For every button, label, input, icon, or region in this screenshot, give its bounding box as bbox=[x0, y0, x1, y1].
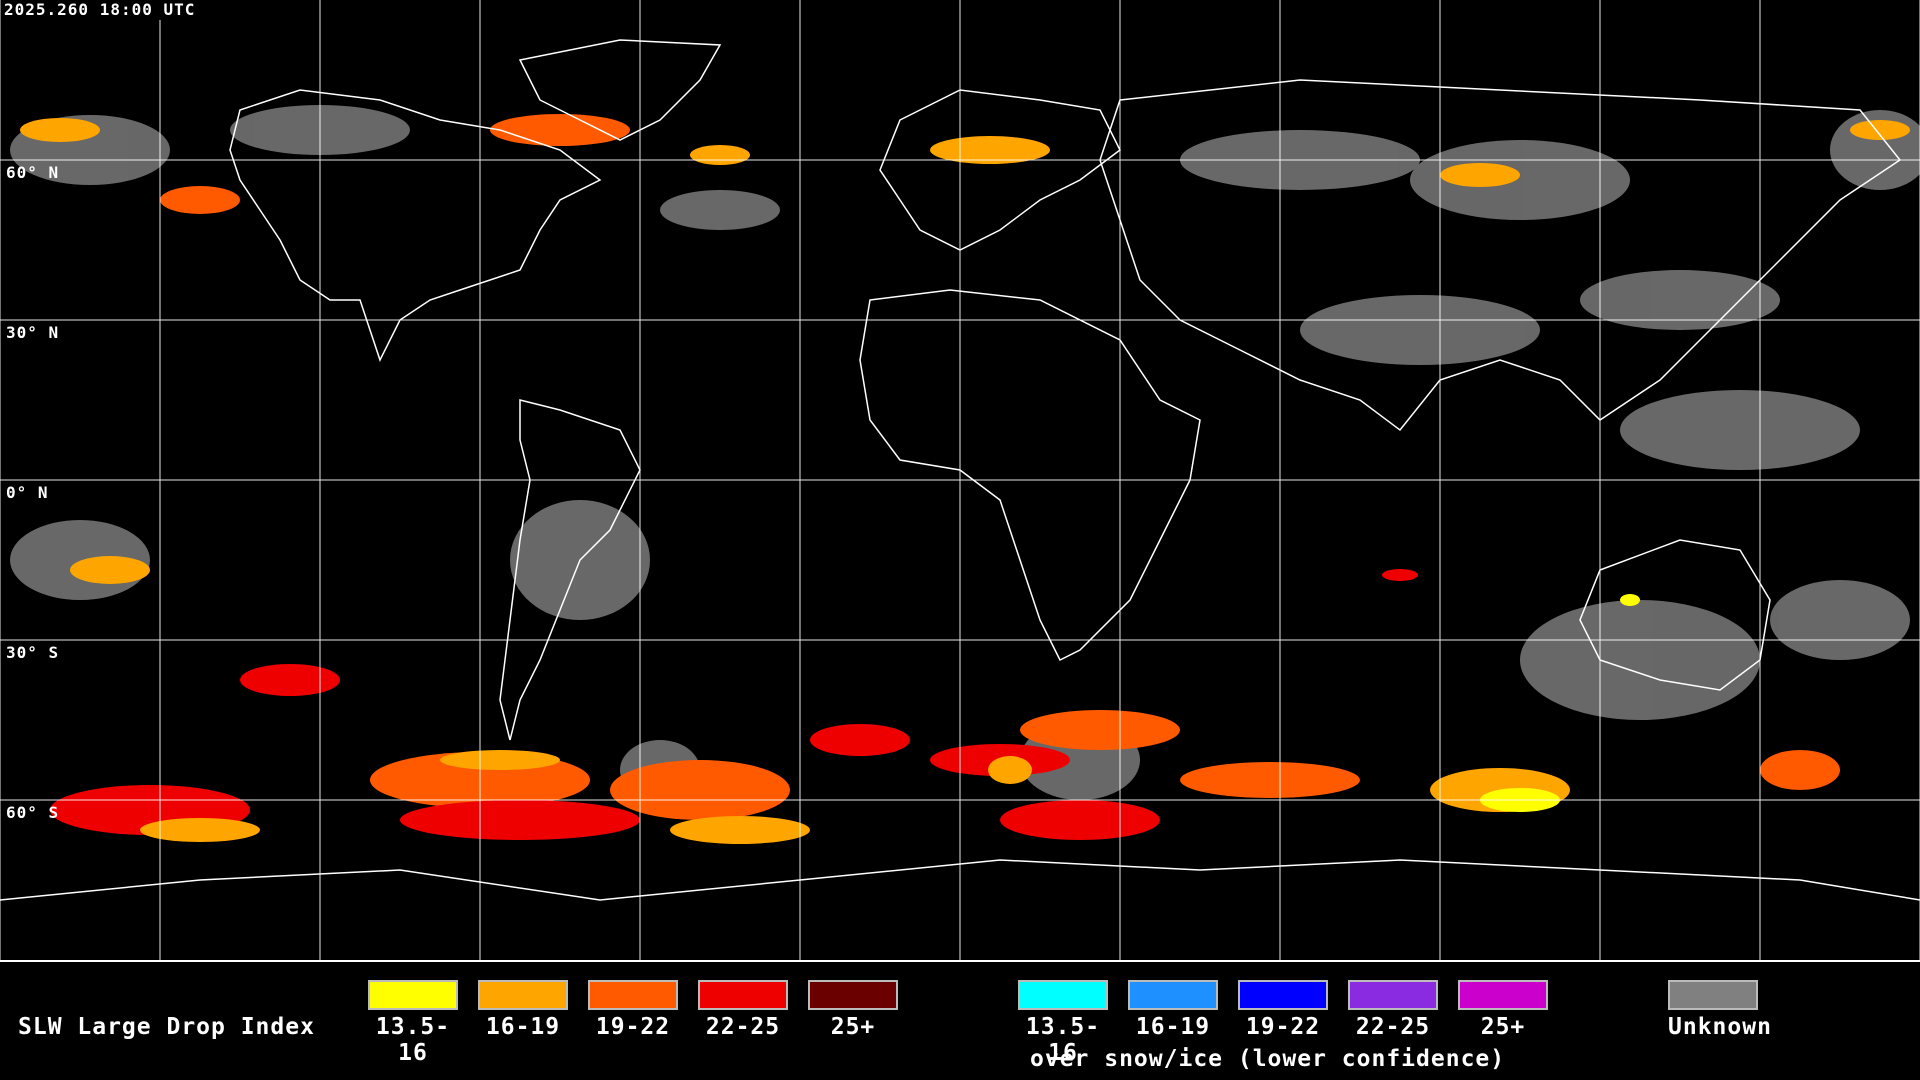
map-canvas bbox=[0, 0, 1920, 960]
slw-index-layer bbox=[20, 114, 1910, 844]
legend-item-snow-2: 16-19 bbox=[1128, 980, 1222, 1040]
satellite-map: 2025.260 18:00 UTC 60° N 30° N 0° N 30° … bbox=[0, 0, 1920, 960]
legend-label: 19-22 bbox=[1245, 1014, 1321, 1040]
legend-item-warm-2: 16-19 bbox=[478, 980, 572, 1040]
legend-item-snow-3: 19-22 bbox=[1238, 980, 1332, 1040]
timestamp: 2025.260 18:00 UTC bbox=[4, 0, 200, 20]
lat-label-30n: 30° N bbox=[6, 323, 60, 342]
legend-label: 16-19 bbox=[1135, 1014, 1211, 1040]
legend-item-warm-5: 25+ bbox=[808, 980, 902, 1040]
legend-swatch bbox=[1018, 980, 1108, 1010]
legend-swatch bbox=[368, 980, 458, 1010]
legend-label: 19-22 bbox=[595, 1014, 671, 1040]
legend-swatch bbox=[1458, 980, 1548, 1010]
legend-label: 25+ bbox=[1480, 1014, 1526, 1040]
legend-swatch bbox=[1128, 980, 1218, 1010]
legend-swatch bbox=[1668, 980, 1758, 1010]
lat-label-60s: 60° S bbox=[6, 803, 60, 822]
legend-label: 25+ bbox=[830, 1014, 876, 1040]
legend-label: 13.5-16 bbox=[375, 1014, 451, 1066]
graticule bbox=[0, 0, 1920, 960]
legend-label: 22-25 bbox=[1355, 1014, 1431, 1040]
legend-swatch bbox=[588, 980, 678, 1010]
legend-item-warm-3: 19-22 bbox=[588, 980, 682, 1040]
lat-label-60n: 60° N bbox=[6, 163, 60, 182]
legend-item-snow-5: 25+ bbox=[1458, 980, 1552, 1040]
legend-label: Unknown bbox=[1668, 1014, 1772, 1040]
legend-swatch bbox=[1348, 980, 1438, 1010]
legend-label: 16-19 bbox=[485, 1014, 561, 1040]
legend-item-snow-1: 13.5-16 bbox=[1018, 980, 1112, 1066]
snow-ice-note: over snow/ice (lower confidence) bbox=[1030, 1046, 1506, 1072]
legend-item-snow-4: 22-25 bbox=[1348, 980, 1442, 1040]
legend-label: 13.5-16 bbox=[1025, 1014, 1101, 1066]
legend-swatch bbox=[478, 980, 568, 1010]
legend-item-unknown: Unknown bbox=[1668, 980, 1771, 1040]
legend-label: 22-25 bbox=[705, 1014, 781, 1040]
legend-title: SLW Large Drop Index bbox=[18, 1014, 315, 1040]
legend-item-warm-4: 22-25 bbox=[698, 980, 792, 1040]
legend: SLW Large Drop Index 13.5-16 16-19 19-22… bbox=[0, 960, 1920, 1080]
legend-item-warm-1: 13.5-16 bbox=[368, 980, 462, 1066]
lat-label-30s: 30° S bbox=[6, 643, 60, 662]
lat-label-0n: 0° N bbox=[6, 483, 49, 502]
legend-swatch bbox=[1238, 980, 1328, 1010]
legend-swatch bbox=[808, 980, 898, 1010]
legend-swatch bbox=[698, 980, 788, 1010]
